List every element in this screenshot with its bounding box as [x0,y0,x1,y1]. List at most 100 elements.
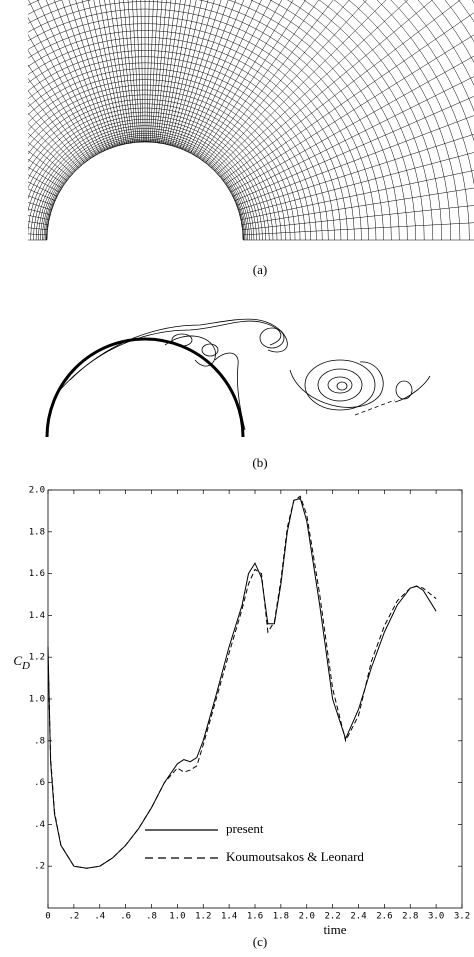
mesh-ray [236,115,474,206]
mesh-circle [35,130,255,241]
contour [354,399,396,416]
mesh-ray [68,0,116,147]
mesh-ray [240,170,474,220]
mesh-ray [146,0,150,143]
mesh-ray [28,141,70,178]
mesh-ray [151,0,163,143]
mesh-ray [230,55,474,193]
mesh-ray [28,112,79,169]
mesh-ray [165,0,197,145]
mesh-ray [214,0,387,172]
mesh-ray [241,187,474,225]
mesh-ray [28,17,100,154]
mesh-ray [127,0,139,143]
y-tick-label: 1.0 [29,695,45,705]
mesh-ray [159,0,181,144]
caption: (a) [253,262,267,277]
x-axis-label: time [323,922,346,937]
mesh-ray [176,0,229,148]
x-tick-label: 3.0 [428,912,444,922]
mesh-ray [217,0,409,175]
mesh-circle [334,0,451,241]
mesh-circle [28,0,408,241]
contour [394,375,431,403]
contour [201,343,219,357]
mesh-ray [161,0,186,144]
mesh-ray [28,49,94,157]
mesh-ray [104,0,129,144]
x-tick-label: 2.0 [299,912,315,922]
contour [336,381,348,391]
data-line [47,495,437,869]
mesh-ray [238,133,474,211]
mesh-ray [174,0,222,147]
mesh-ray [157,0,176,143]
mesh-ray [87,0,123,145]
x-tick-label: 0 [45,912,50,922]
mesh-ray [28,64,91,159]
contour [395,380,413,400]
mesh-ray [37,0,106,151]
y-axis-label-symbol: C [13,653,22,668]
mesh-ray [28,90,85,164]
y-tick-label: .4 [34,820,45,830]
contour [289,361,384,408]
mesh-ray [169,0,209,146]
mesh-ray [123,0,137,143]
mesh-circle [28,23,362,241]
mesh-ray [179,0,237,149]
mesh-ray [153,0,167,143]
mesh-ray [93,0,125,145]
mesh-ray [28,77,88,161]
mesh-circle [42,137,248,241]
mesh-ray [202,0,319,161]
mesh-circle [46,141,244,241]
plot-frame [47,489,463,909]
x-tick-label: 1.4 [221,912,237,922]
contour [164,335,216,367]
mesh-circle [287,0,425,241]
data-line [47,497,437,869]
x-tick-label: 1.2 [195,912,211,922]
x-tick-label: 1.6 [247,912,263,922]
mesh-ray [81,0,121,146]
mesh-ray [242,205,474,231]
x-tick-label: 1.8 [273,912,289,922]
y-tick-label: 1.8 [29,527,45,537]
mesh-ray [28,188,56,202]
mesh-ray [208,0,350,166]
y-tick-label: 1.2 [29,653,45,663]
contour [214,352,246,431]
mesh-ray [98,0,127,144]
mesh-ray [28,227,48,231]
x-tick-label: 1.0 [169,912,185,922]
contour [304,359,376,411]
x-tick-label: 2.6 [376,912,392,922]
x-tick-label: .2 [68,912,79,922]
contour [327,376,353,394]
mesh-circle [390,0,474,142]
x-tick-label: .6 [120,912,131,922]
mesh-ray [220,0,433,178]
x-tick-label: 3.2 [454,912,470,922]
mesh-circle [28,0,392,241]
legend-label: Koumoutsakos & Leonard [226,849,364,864]
mesh-circle [46,141,244,241]
mesh-ray [242,222,474,236]
mesh-ray [222,0,461,181]
contour [171,333,193,347]
cylinder [45,337,245,438]
mesh-ray [28,34,97,155]
mesh-circle [404,0,474,112]
mesh-ray [196,0,294,157]
contour [69,318,288,381]
mesh-circle [28,56,329,241]
mesh-circle [28,0,400,241]
mesh-ray [149,0,158,143]
x-tick-label: .4 [94,912,105,922]
mesh-ray [199,0,306,159]
mesh-ray [167,0,203,145]
mesh-ray [225,12,474,185]
mesh-ray [28,150,68,181]
